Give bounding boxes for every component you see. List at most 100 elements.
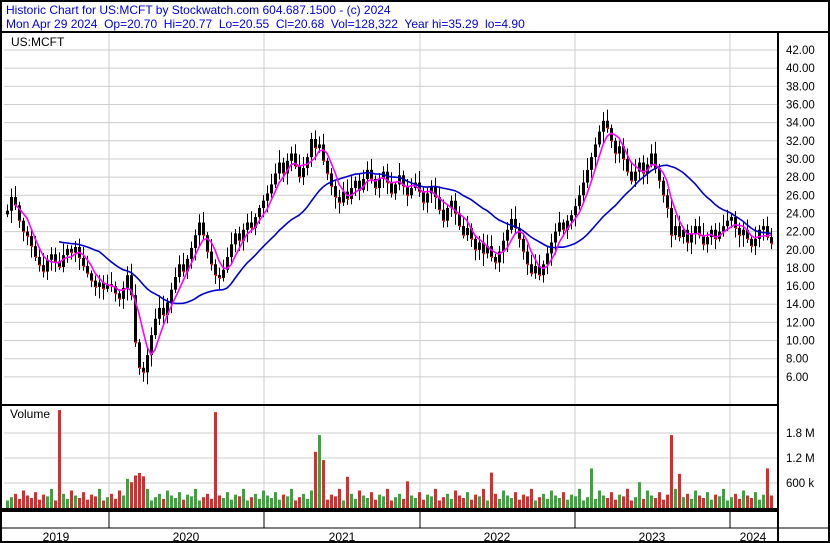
down-close-marker (611, 139, 613, 142)
candle-body (158, 307, 161, 319)
volume-bar (594, 498, 597, 508)
volume-bar (158, 493, 161, 508)
price-tick-label: 18.00 (786, 263, 815, 275)
candle-body (62, 255, 65, 268)
candle-body (306, 157, 309, 169)
volume-bar (286, 496, 289, 508)
candle-body (170, 289, 173, 303)
volume-bar (562, 492, 565, 508)
volume-tick-label: 1.2 M (786, 453, 815, 465)
down-close-marker (687, 241, 689, 244)
volume-bar (154, 497, 157, 508)
candle-body (442, 209, 445, 221)
candle-body (338, 197, 341, 203)
candle-body (502, 240, 505, 252)
down-close-marker (563, 228, 565, 231)
candle-body (518, 227, 521, 239)
long-ma-line (58, 164, 772, 305)
down-close-marker (163, 314, 165, 317)
volume-bar (738, 498, 741, 508)
down-close-marker (435, 196, 437, 199)
down-close-marker (751, 245, 753, 248)
volume-bar (406, 481, 409, 508)
down-close-marker (539, 274, 541, 277)
candle-body (186, 258, 189, 272)
volume-bar (450, 498, 453, 508)
volume-bar (466, 492, 469, 508)
candle-body (94, 280, 97, 287)
candle-body (238, 233, 241, 241)
volume-bar (202, 497, 205, 508)
candle-body (330, 173, 333, 187)
volume-bar (250, 497, 253, 508)
volume-bar (222, 498, 225, 508)
volume-bar (314, 451, 317, 508)
volume-bar (598, 490, 601, 508)
candle-body (154, 318, 157, 336)
price-tick-label: 6.00 (786, 372, 808, 384)
volume-bar (714, 494, 717, 508)
volume-bar (458, 495, 461, 508)
down-close-marker (371, 177, 373, 180)
candle-body (246, 222, 249, 230)
candle-body (522, 238, 525, 252)
volume-bar (390, 500, 393, 508)
candle-body (34, 246, 37, 258)
candle-body (10, 197, 13, 211)
candle-body (258, 207, 261, 218)
candle-body (634, 171, 637, 181)
price-tick-label: 20.00 (786, 245, 815, 257)
volume-bar (626, 488, 629, 508)
candle-body (46, 259, 49, 272)
candle-body (434, 186, 437, 198)
volume-bar (654, 498, 657, 508)
volume-bar (614, 499, 617, 508)
candle-body (38, 257, 41, 266)
down-close-marker (519, 237, 521, 240)
price-tick-label: 26.00 (786, 190, 815, 202)
volume-bar (514, 492, 517, 508)
down-close-marker (135, 341, 137, 344)
volume-bar (194, 488, 197, 508)
down-close-marker (483, 252, 485, 255)
volume-bar (110, 493, 113, 508)
down-close-marker (667, 206, 669, 209)
volume-bar (186, 494, 189, 508)
volume-bar (734, 493, 737, 508)
volume-bar (394, 497, 397, 508)
volume-bar (18, 498, 21, 508)
candle-body (514, 218, 517, 228)
down-close-marker (679, 236, 681, 239)
volume-bar (402, 498, 405, 508)
down-close-marker (115, 292, 117, 295)
candle-body (318, 144, 321, 149)
volume-bar (102, 500, 105, 508)
volume-bar (438, 500, 441, 508)
volume-bar (606, 498, 609, 508)
price-tick-label: 10.00 (786, 336, 815, 348)
volume-bar (430, 496, 433, 508)
price-tick-label: 30.00 (786, 154, 815, 166)
down-close-marker (23, 230, 25, 233)
volume-bar (434, 488, 437, 508)
volume-bar (586, 497, 589, 508)
volume-bar (338, 488, 341, 508)
down-close-marker (103, 287, 105, 290)
volume-bar (426, 494, 429, 508)
candle-body (598, 131, 601, 145)
candle-body (102, 282, 105, 289)
volume-bar (166, 490, 169, 508)
candle-body (130, 275, 133, 296)
volume-bar (542, 493, 545, 508)
volume-bar (670, 435, 673, 508)
volume-bar (610, 492, 613, 508)
candle-body (470, 227, 473, 239)
volume-bar (558, 498, 561, 508)
candle-body (98, 282, 101, 287)
volume-bar (686, 493, 689, 508)
down-close-marker (19, 219, 21, 222)
volume-bar (414, 498, 417, 508)
candle-body (538, 266, 541, 276)
volume-bar (62, 493, 65, 508)
volume-bar (658, 492, 661, 508)
